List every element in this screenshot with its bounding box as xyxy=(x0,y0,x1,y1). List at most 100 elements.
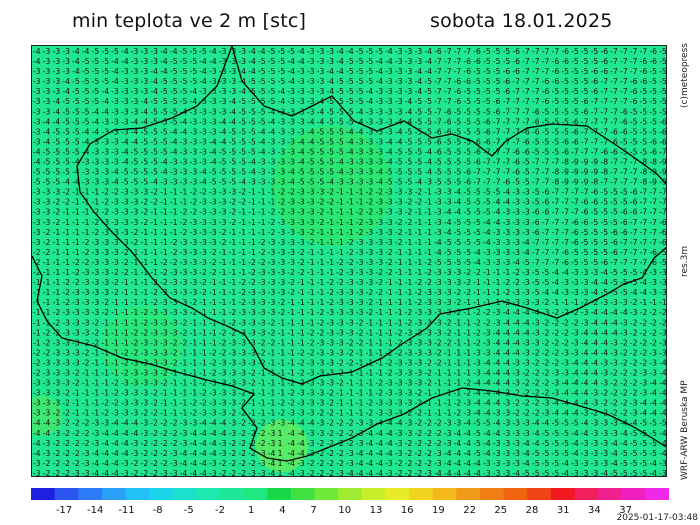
grid-value: -1 xyxy=(405,298,413,307)
grid-value: -2 xyxy=(542,369,550,378)
grid-value: -3 xyxy=(366,419,374,428)
grid-value: -5 xyxy=(473,218,481,227)
grid-value: -6 xyxy=(601,67,609,76)
grid-value: -4 xyxy=(512,318,520,327)
grid-value: -1 xyxy=(160,198,168,207)
temperature-map[interactable]: -4 -3 -3 -3 -4 -4 -5 -5 -5 -4 -3 -3 -3 -4 -4 -5 -5 -5 -4 -3… xyxy=(31,45,667,477)
grid-value: -3 xyxy=(62,358,70,367)
grid-value: -4 xyxy=(131,429,139,438)
grid-value: -4 xyxy=(82,148,90,157)
grid-value: -6 xyxy=(640,57,648,66)
grid-value: -4 xyxy=(268,459,276,468)
grid-value: -3 xyxy=(395,198,403,207)
grid-value: -1 xyxy=(53,248,61,257)
grid-value: -1 xyxy=(278,318,286,327)
grid-value: -3 xyxy=(434,288,442,297)
grid-value: -3 xyxy=(278,419,286,428)
grid-value: -7 xyxy=(620,67,628,76)
grid-value: -4 xyxy=(62,87,70,96)
grid-value: -1 xyxy=(150,248,158,257)
grid-value: -3 xyxy=(43,188,51,197)
grid-value: -3 xyxy=(434,218,442,227)
grid-value: -1 xyxy=(160,409,168,418)
grid-value: -5 xyxy=(278,57,286,66)
grid-value: -3 xyxy=(239,358,247,367)
grid-value: -6 xyxy=(591,67,599,76)
grid-value: -4 xyxy=(43,419,51,428)
grid-value: -4 xyxy=(366,469,374,477)
grid-value: -7 xyxy=(512,127,520,136)
grid-value: -3 xyxy=(209,77,217,86)
grid-value: -2 xyxy=(150,419,158,428)
grid-value: -7 xyxy=(532,97,540,106)
grid-value: -1 xyxy=(297,318,305,327)
grid-value: -5 xyxy=(601,198,609,207)
grid-value: -2 xyxy=(72,369,80,378)
grid-value: -5 xyxy=(385,168,393,177)
grid-value: -2 xyxy=(160,439,168,448)
grid-value: -3 xyxy=(229,67,237,76)
grid-value: -4 xyxy=(542,419,550,428)
grid-value: -2 xyxy=(229,439,237,448)
grid-value: -3 xyxy=(43,358,51,367)
grid-value: -4 xyxy=(268,449,276,458)
grid-value: -3 xyxy=(493,449,501,458)
grid-value: -4 xyxy=(444,469,452,477)
grid-value: -3 xyxy=(395,87,403,96)
grid-value: -7 xyxy=(503,127,511,136)
grid-value: -1 xyxy=(92,369,100,378)
grid-value: -4 xyxy=(160,158,168,167)
grid-value: -3 xyxy=(131,399,139,408)
grid-value: -1 xyxy=(268,348,276,357)
grid-value: -9 xyxy=(561,178,569,187)
grid-value: -7 xyxy=(640,47,648,56)
grid-value: -3 xyxy=(258,178,266,187)
grid-value: -7 xyxy=(532,238,540,247)
grid-value: -3 xyxy=(317,47,325,56)
grid-value: -6 xyxy=(542,188,550,197)
grid-value: -6 xyxy=(464,77,472,86)
grid-value: -6 xyxy=(620,228,628,237)
grid-value: -5 xyxy=(532,278,540,287)
grid-value: -5 xyxy=(131,178,139,187)
grid-value: -1 xyxy=(131,268,139,277)
grid-value: -3 xyxy=(239,369,247,378)
grid-value: -5 xyxy=(53,127,61,136)
grid-value: -4 xyxy=(33,419,41,428)
grid-value: -4 xyxy=(503,358,511,367)
grid-value: -7 xyxy=(620,248,628,257)
grid-value: -7 xyxy=(542,178,550,187)
grid-value: -7 xyxy=(542,47,550,56)
grid-value: -3 xyxy=(209,218,217,227)
grid-value: -4 xyxy=(150,87,158,96)
grid-value: -2 xyxy=(180,338,188,347)
grid-value: -5 xyxy=(258,67,266,76)
grid-value: -1 xyxy=(376,298,384,307)
grid-value: -3 xyxy=(102,248,110,257)
grid-value: -5 xyxy=(591,57,599,66)
grid-value: -3 xyxy=(385,469,393,477)
grid-value: -1 xyxy=(415,258,423,267)
grid-value: -5 xyxy=(346,57,354,66)
grid-value: -1 xyxy=(493,288,501,297)
grid-value: -5 xyxy=(532,469,540,477)
grid-value: -3 xyxy=(307,358,315,367)
grid-value: -4 xyxy=(454,469,462,477)
grid-value: -2 xyxy=(141,308,149,317)
grid-value: -3 xyxy=(111,97,119,106)
grid-value: -5 xyxy=(454,218,462,227)
grid-value: -5 xyxy=(610,198,618,207)
grid-value: -3 xyxy=(141,358,149,367)
grid-value: -1 xyxy=(43,258,51,267)
grid-value: -2 xyxy=(424,358,432,367)
grid-value: -1 xyxy=(258,208,266,217)
grid-value: -4 xyxy=(581,358,589,367)
grid-value: -3 xyxy=(385,228,393,237)
grid-value: -4 xyxy=(571,449,579,458)
grid-value: -1 xyxy=(346,409,354,418)
grid-value: -5 xyxy=(239,97,247,106)
grid-value: -4 xyxy=(199,77,207,86)
grid-value: -1 xyxy=(297,328,305,337)
grid-value: -3 xyxy=(190,127,198,136)
grid-value: -4 xyxy=(190,87,198,96)
